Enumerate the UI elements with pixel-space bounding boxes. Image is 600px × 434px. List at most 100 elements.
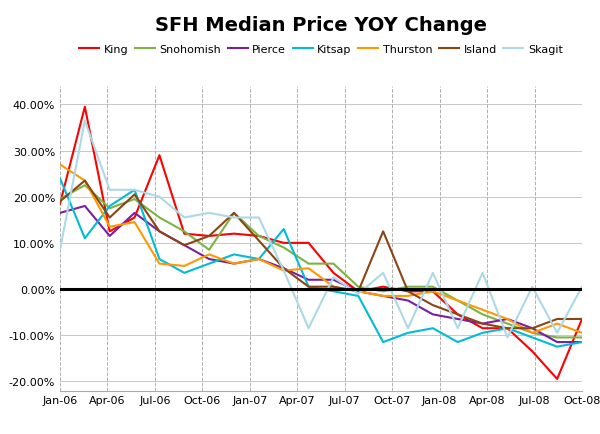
Line: King: King: [60, 108, 582, 379]
Snohomish: [106, 206, 113, 211]
Thurston: [529, 330, 536, 335]
Thurston: [106, 224, 113, 230]
Kitsap: [81, 236, 88, 241]
Island: [255, 238, 262, 243]
Skagit: [106, 188, 113, 193]
King: [230, 231, 238, 237]
Snohomish: [429, 284, 436, 289]
Pierce: [330, 277, 337, 283]
King: [479, 326, 486, 331]
King: [529, 349, 536, 354]
King: [131, 215, 138, 220]
King: [454, 312, 461, 317]
Thurston: [404, 294, 412, 299]
Island: [404, 289, 412, 294]
Skagit: [280, 268, 287, 273]
Line: Thurston: Thurston: [60, 165, 582, 333]
Pierce: [56, 211, 64, 216]
Island: [554, 317, 561, 322]
Thurston: [255, 257, 262, 262]
Kitsap: [330, 289, 337, 294]
Skagit: [578, 284, 586, 289]
Line: Kitsap: Kitsap: [60, 179, 582, 347]
Kitsap: [131, 188, 138, 193]
Pierce: [156, 229, 163, 234]
King: [56, 201, 64, 207]
Snohomish: [280, 245, 287, 250]
Line: Island: Island: [60, 181, 582, 329]
Pierce: [181, 243, 188, 248]
Island: [305, 284, 312, 289]
Thurston: [206, 252, 213, 257]
Pierce: [454, 317, 461, 322]
Thurston: [454, 298, 461, 303]
Island: [206, 234, 213, 239]
Pierce: [529, 326, 536, 331]
Snohomish: [81, 183, 88, 188]
Pierce: [578, 340, 586, 345]
Pierce: [81, 204, 88, 209]
Snohomish: [578, 335, 586, 340]
Skagit: [330, 275, 337, 280]
King: [81, 105, 88, 110]
Thurston: [479, 307, 486, 312]
Snohomish: [56, 197, 64, 202]
Thurston: [181, 264, 188, 269]
Island: [380, 229, 387, 234]
Kitsap: [355, 294, 362, 299]
Pierce: [305, 277, 312, 283]
Pierce: [380, 294, 387, 299]
King: [181, 231, 188, 237]
Pierce: [554, 340, 561, 345]
Thurston: [380, 294, 387, 299]
Skagit: [479, 271, 486, 276]
Kitsap: [504, 326, 511, 331]
Island: [355, 289, 362, 294]
Skagit: [404, 326, 412, 331]
King: [504, 326, 511, 331]
Line: Snohomish: Snohomish: [60, 186, 582, 338]
Skagit: [305, 326, 312, 331]
Kitsap: [181, 271, 188, 276]
Kitsap: [156, 257, 163, 262]
Skagit: [380, 271, 387, 276]
Skagit: [529, 284, 536, 289]
Pierce: [255, 257, 262, 262]
Skagit: [131, 188, 138, 193]
Snohomish: [454, 298, 461, 303]
Skagit: [156, 195, 163, 200]
Line: Pierce: Pierce: [60, 207, 582, 342]
Island: [504, 326, 511, 331]
Snohomish: [230, 211, 238, 216]
Kitsap: [230, 252, 238, 257]
Snohomish: [380, 289, 387, 294]
Island: [454, 312, 461, 317]
Thurston: [81, 178, 88, 184]
Island: [529, 326, 536, 331]
Thurston: [330, 284, 337, 289]
Kitsap: [305, 284, 312, 289]
King: [578, 317, 586, 322]
Snohomish: [504, 321, 511, 326]
King: [255, 234, 262, 239]
Skagit: [454, 326, 461, 331]
King: [280, 241, 287, 246]
Pierce: [206, 257, 213, 262]
Island: [330, 284, 337, 289]
King: [305, 241, 312, 246]
Thurston: [355, 289, 362, 294]
Snohomish: [330, 261, 337, 266]
Skagit: [56, 248, 64, 253]
Kitsap: [578, 340, 586, 345]
Island: [56, 199, 64, 204]
Kitsap: [454, 340, 461, 345]
Pierce: [106, 234, 113, 239]
Line: Skagit: Skagit: [60, 122, 582, 338]
Kitsap: [106, 204, 113, 209]
Kitsap: [404, 330, 412, 335]
King: [106, 229, 113, 234]
Kitsap: [554, 344, 561, 349]
Thurston: [230, 261, 238, 266]
Pierce: [479, 321, 486, 326]
Kitsap: [429, 326, 436, 331]
